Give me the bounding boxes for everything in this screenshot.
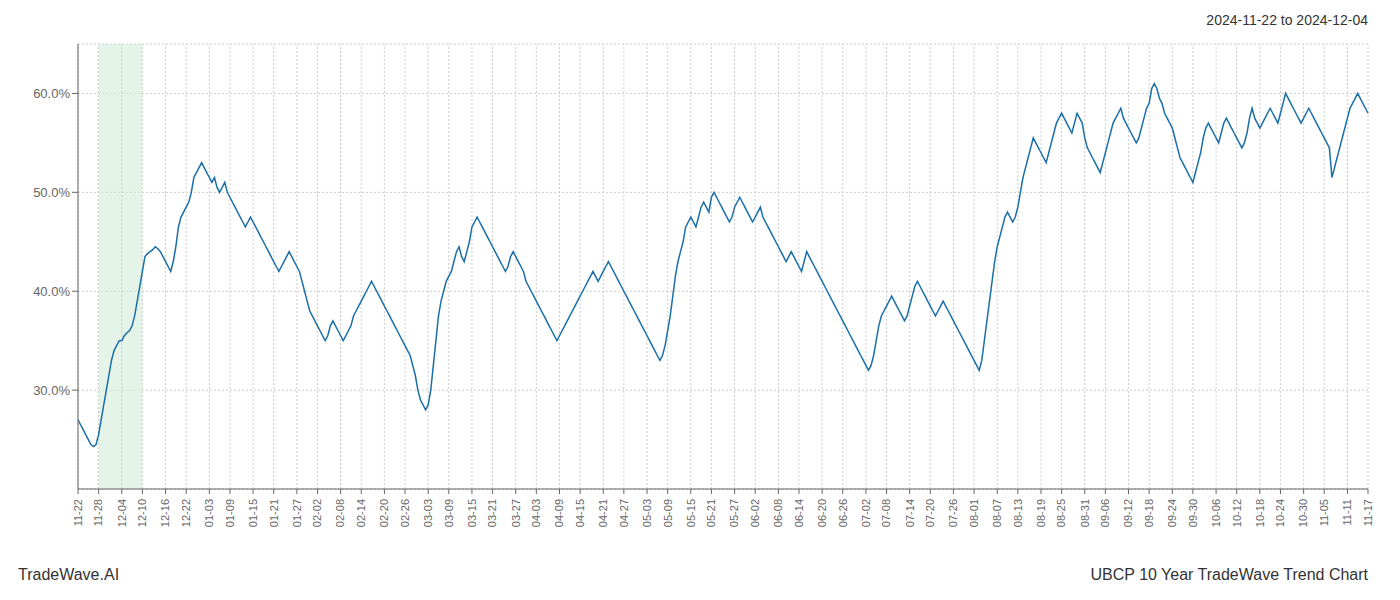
svg-text:40.0%: 40.0% [33, 284, 70, 299]
svg-text:06-14: 06-14 [793, 499, 805, 527]
svg-text:06-20: 06-20 [816, 499, 828, 527]
svg-text:02-08: 02-08 [334, 499, 346, 527]
svg-text:01-27: 01-27 [291, 499, 303, 527]
svg-text:10-06: 10-06 [1210, 499, 1222, 527]
svg-text:05-21: 05-21 [705, 499, 717, 527]
svg-text:02-14: 02-14 [355, 499, 367, 527]
svg-text:06-02: 06-02 [749, 499, 761, 527]
svg-text:02-26: 02-26 [399, 499, 411, 527]
svg-text:11-17: 11-17 [1362, 499, 1374, 526]
svg-text:06-26: 06-26 [837, 499, 849, 527]
svg-text:03-09: 03-09 [443, 499, 455, 527]
svg-text:07-14: 07-14 [904, 499, 916, 527]
svg-text:10-18: 10-18 [1254, 499, 1266, 527]
svg-text:08-19: 08-19 [1035, 499, 1047, 527]
svg-text:11-22: 11-22 [72, 499, 84, 526]
svg-text:06-08: 06-08 [772, 499, 784, 527]
svg-text:04-09: 04-09 [553, 499, 565, 527]
svg-text:11-05: 11-05 [1318, 499, 1330, 526]
svg-text:10-30: 10-30 [1297, 499, 1309, 527]
svg-text:11-28: 11-28 [92, 499, 104, 526]
svg-text:03-21: 03-21 [486, 499, 498, 527]
svg-text:08-31: 08-31 [1079, 499, 1091, 527]
svg-text:01-03: 01-03 [203, 499, 215, 527]
svg-text:12-16: 12-16 [159, 499, 171, 527]
svg-text:07-26: 07-26 [947, 499, 959, 527]
svg-text:30.0%: 30.0% [33, 383, 70, 398]
svg-text:01-09: 01-09 [224, 499, 236, 527]
svg-text:09-30: 09-30 [1187, 499, 1199, 527]
svg-text:09-12: 09-12 [1122, 499, 1134, 527]
svg-text:01-15: 01-15 [247, 499, 259, 527]
svg-text:05-15: 05-15 [685, 499, 697, 527]
html-text:TradeWave.AI: TradeWave.AI [18, 566, 120, 583]
svg-text:08-25: 08-25 [1055, 499, 1067, 527]
svg-text:05-09: 05-09 [661, 499, 673, 527]
svg-text:12-10: 12-10 [136, 499, 148, 527]
svg-text:02-20: 02-20 [378, 499, 390, 527]
svg-text:08-01: 08-01 [968, 499, 980, 527]
svg-text:10-24: 10-24 [1274, 499, 1286, 527]
svg-text:03-03: 03-03 [422, 499, 434, 527]
svg-text:09-18: 09-18 [1143, 499, 1155, 527]
svg-text:04-15: 04-15 [574, 499, 586, 527]
svg-text:08-07: 08-07 [991, 499, 1003, 527]
svg-text:03-27: 03-27 [510, 499, 522, 527]
svg-text:03-15: 03-15 [466, 499, 478, 527]
svg-text:01-21: 01-21 [268, 499, 280, 527]
svg-text:50.0%: 50.0% [33, 185, 70, 200]
svg-text:12-22: 12-22 [180, 499, 192, 527]
svg-text:07-20: 07-20 [924, 499, 936, 527]
svg-text:05-03: 05-03 [641, 499, 653, 527]
svg-text:04-27: 04-27 [618, 499, 630, 527]
html-text:2024-11-22 to 2024-12-04: 2024-11-22 to 2024-12-04 [1206, 12, 1368, 28]
svg-text:11-11: 11-11 [1341, 499, 1353, 526]
svg-text:04-03: 04-03 [530, 499, 542, 527]
svg-text:10-12: 10-12 [1231, 499, 1243, 527]
svg-text:08-13: 08-13 [1012, 499, 1024, 527]
html-text:UBCP 10 Year TradeWave Trend C: UBCP 10 Year TradeWave Trend Chart [1090, 566, 1368, 583]
svg-text:02-02: 02-02 [311, 499, 323, 527]
svg-text:05-27: 05-27 [728, 499, 740, 527]
svg-text:12-04: 12-04 [116, 499, 128, 527]
svg-text:60.0%: 60.0% [33, 86, 70, 101]
svg-text:04-21: 04-21 [597, 499, 609, 527]
svg-text:09-06: 09-06 [1099, 499, 1111, 527]
svg-text:07-02: 07-02 [860, 499, 872, 527]
svg-text:09-24: 09-24 [1166, 499, 1178, 527]
svg-text:07-08: 07-08 [880, 499, 892, 527]
